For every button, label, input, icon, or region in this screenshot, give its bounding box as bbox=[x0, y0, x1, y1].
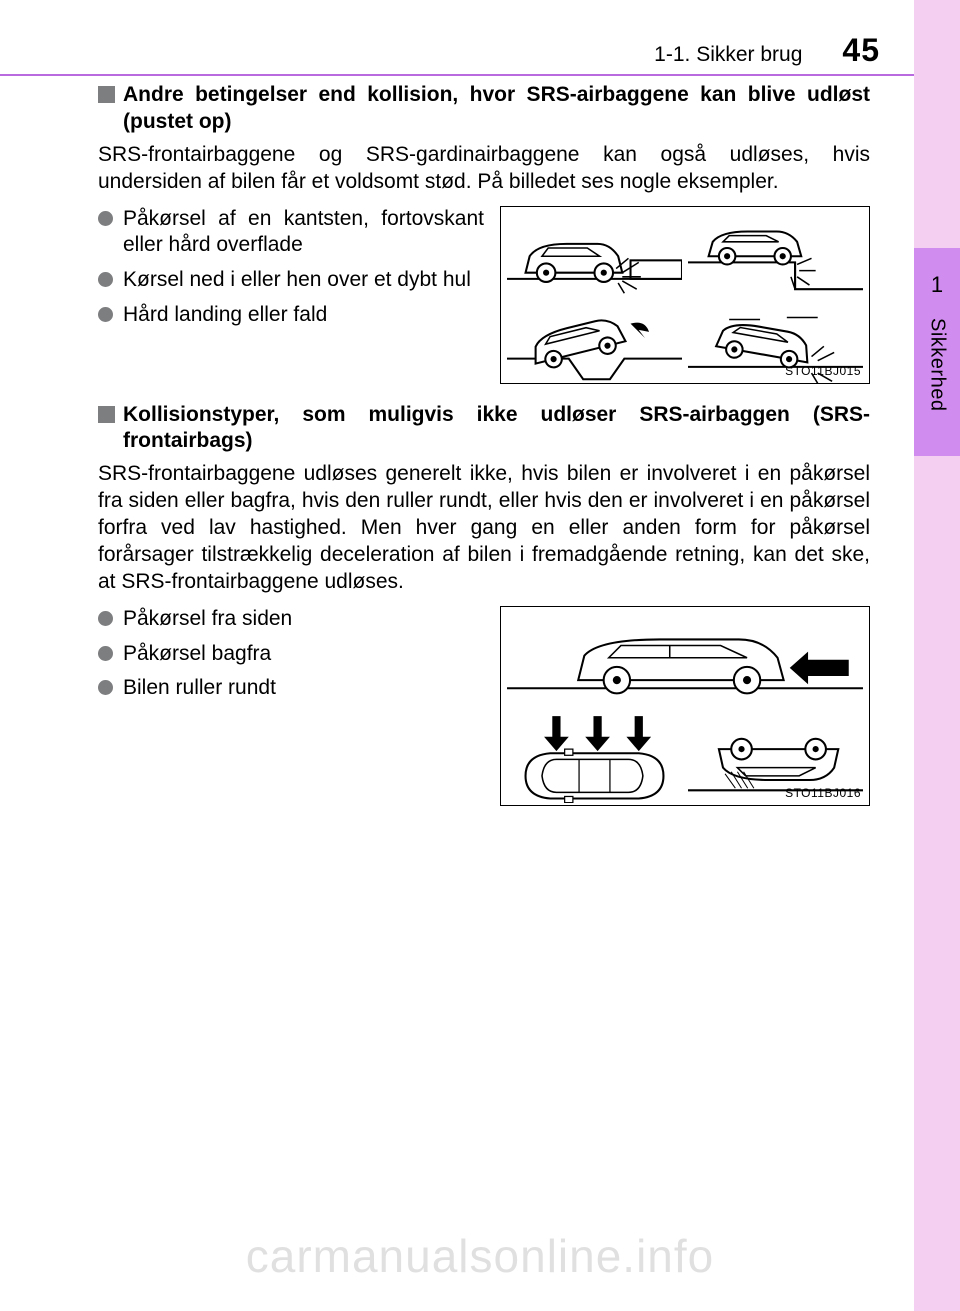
page: 1 Sikkerhed 1-1. Sikker brug 45 Andre be… bbox=[0, 0, 960, 1311]
list-item: Bilen ruller rundt bbox=[98, 675, 484, 702]
page-number: 45 bbox=[842, 32, 880, 69]
chapter-label: Sikkerhed bbox=[926, 318, 949, 411]
watermark: carmanualsonline.info bbox=[0, 1229, 960, 1283]
figure-2-cell-topview bbox=[507, 710, 682, 803]
circle-bullet-icon bbox=[98, 307, 113, 322]
figure-1-cell-hole bbox=[507, 301, 682, 383]
chapter-number: 1 bbox=[914, 272, 960, 298]
bullet-text: Bilen ruller rundt bbox=[123, 675, 484, 702]
figure-1-caption: STO11BJ015 bbox=[785, 364, 861, 379]
square-bullet-icon bbox=[98, 86, 115, 103]
section-2: Kollisionstyper, som muligvis ikke udløs… bbox=[98, 402, 870, 806]
section-2-body: SRS-frontairbaggene udløses generelt ikk… bbox=[98, 461, 870, 595]
section-1-heading: Andre betingelser end kollision, hvor SR… bbox=[123, 82, 870, 136]
figure-2-cell-rear bbox=[507, 613, 863, 705]
bullet-text: Påkørsel fra siden bbox=[123, 606, 484, 633]
section-heading-row: Andre betingelser end kollision, hvor SR… bbox=[98, 82, 870, 136]
section-2-bullets: Påkørsel fra siden Påkørsel bagfra Bilen… bbox=[98, 606, 484, 711]
circle-bullet-icon bbox=[98, 646, 113, 661]
figure-2-caption: STO11BJ016 bbox=[785, 786, 861, 801]
bullet-text: Påkørsel bagfra bbox=[123, 641, 484, 668]
right-color-stripe bbox=[914, 0, 960, 1311]
list-item: Kørsel ned i eller hen over et dybt hul bbox=[98, 267, 484, 294]
list-item: Hård landing eller fald bbox=[98, 302, 484, 329]
page-header: 1-1. Sikker brug 45 bbox=[0, 32, 906, 66]
chapter-side-tab: 1 Sikkerhed bbox=[914, 248, 960, 456]
square-bullet-icon bbox=[98, 406, 115, 423]
section-1-bullets: Påkørsel af en kantsten, fortovskant ell… bbox=[98, 206, 484, 338]
section-heading-row: Kollisionstyper, som muligvis ikke udløs… bbox=[98, 402, 870, 456]
section-1: Andre betingelser end kollision, hvor SR… bbox=[98, 82, 870, 384]
content-area: Andre betingelser end kollision, hvor SR… bbox=[98, 82, 870, 824]
bullet-text: Kørsel ned i eller hen over et dybt hul bbox=[123, 267, 484, 294]
list-item: Påkørsel af en kantsten, fortovskant ell… bbox=[98, 206, 484, 260]
bullet-text: Hård landing eller fald bbox=[123, 302, 484, 329]
section-2-two-col: Påkørsel fra siden Påkørsel bagfra Bilen… bbox=[98, 606, 870, 806]
figure-1-cell-ledge bbox=[688, 213, 863, 295]
circle-bullet-icon bbox=[98, 611, 113, 626]
section-2-heading: Kollisionstyper, som muligvis ikke udløs… bbox=[123, 402, 870, 456]
circle-bullet-icon bbox=[98, 211, 113, 226]
section-1-body: SRS-frontairbaggene og SRS-gardinairbagg… bbox=[98, 142, 870, 196]
circle-bullet-icon bbox=[98, 680, 113, 695]
list-item: Påkørsel fra siden bbox=[98, 606, 484, 633]
circle-bullet-icon bbox=[98, 272, 113, 287]
figure-2: STO11BJ016 bbox=[500, 606, 870, 806]
bullet-text: Påkørsel af en kantsten, fortovskant ell… bbox=[123, 206, 484, 260]
section-1-two-col: Påkørsel af en kantsten, fortovskant ell… bbox=[98, 206, 870, 384]
list-item: Påkørsel bagfra bbox=[98, 641, 484, 668]
header-rule bbox=[0, 74, 914, 76]
figure-1-cell-curb bbox=[507, 213, 682, 295]
figure-1: STO11BJ015 bbox=[500, 206, 870, 384]
breadcrumb: 1-1. Sikker brug bbox=[654, 43, 802, 67]
